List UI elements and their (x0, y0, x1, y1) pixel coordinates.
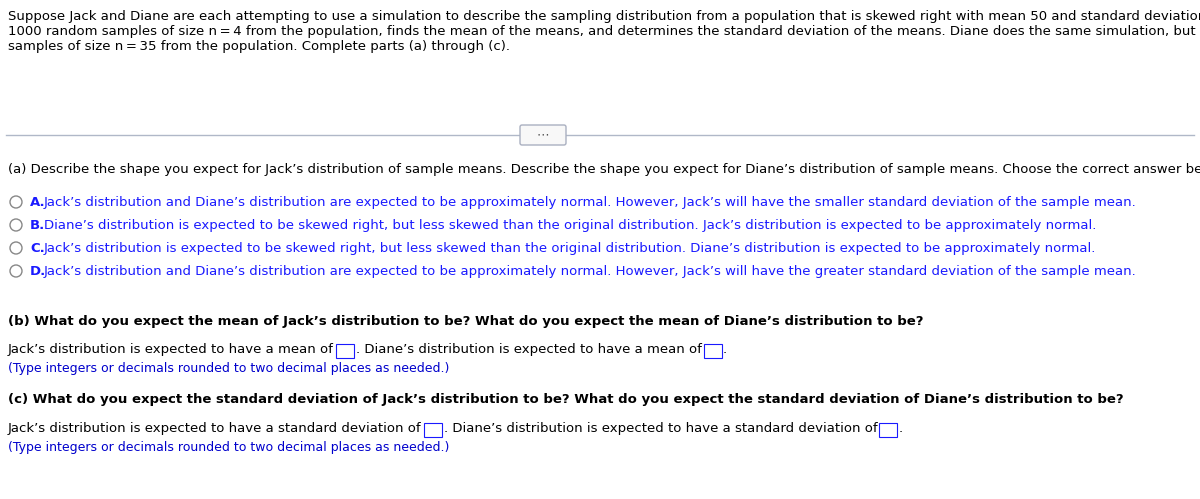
Text: Suppose Jack and Diane are each attempting to use a simulation to describe the s: Suppose Jack and Diane are each attempti… (8, 10, 1200, 23)
Text: Jack’s distribution and Diane’s distribution are expected to be approximately no: Jack’s distribution and Diane’s distribu… (44, 196, 1136, 209)
Text: Diane’s distribution is expected to be skewed right, but less skewed than the or: Diane’s distribution is expected to be s… (44, 219, 1097, 232)
Text: A.: A. (30, 196, 46, 209)
Text: . Diane’s distribution is expected to have a standard deviation of: . Diane’s distribution is expected to ha… (444, 422, 877, 435)
Text: B.: B. (30, 219, 46, 232)
FancyBboxPatch shape (520, 125, 566, 145)
Text: (Type integers or decimals rounded to two decimal places as needed.): (Type integers or decimals rounded to tw… (8, 362, 449, 375)
Text: . Diane’s distribution is expected to have a mean of: . Diane’s distribution is expected to ha… (356, 343, 702, 356)
Text: Jack’s distribution and Diane’s distribution are expected to be approximately no: Jack’s distribution and Diane’s distribu… (44, 265, 1136, 278)
Text: ⋯: ⋯ (536, 129, 550, 142)
Text: .: . (722, 343, 727, 356)
FancyBboxPatch shape (880, 423, 898, 437)
FancyBboxPatch shape (703, 344, 721, 358)
Text: (a) Describe the shape you expect for Jack’s distribution of sample means. Descr: (a) Describe the shape you expect for Ja… (8, 163, 1200, 176)
Text: (Type integers or decimals rounded to two decimal places as needed.): (Type integers or decimals rounded to tw… (8, 441, 449, 454)
Text: (b) What do you expect the mean of Jack’s distribution to be? What do you expect: (b) What do you expect the mean of Jack’… (8, 315, 924, 328)
Text: D.: D. (30, 265, 47, 278)
FancyBboxPatch shape (336, 344, 354, 358)
Text: Jack’s distribution is expected to have a mean of: Jack’s distribution is expected to have … (8, 343, 334, 356)
Text: Jack’s distribution is expected to have a standard deviation of: Jack’s distribution is expected to have … (8, 422, 421, 435)
Text: (c) What do you expect the standard deviation of Jack’s distribution to be? What: (c) What do you expect the standard devi… (8, 393, 1123, 406)
Text: Jack’s distribution is expected to be skewed right, but less skewed than the ori: Jack’s distribution is expected to be sk… (44, 242, 1097, 255)
FancyBboxPatch shape (424, 423, 442, 437)
Text: 1000 random samples of size n = 4 from the population, finds the mean of the mea: 1000 random samples of size n = 4 from t… (8, 25, 1200, 38)
Text: C.: C. (30, 242, 44, 255)
Text: samples of size n = 35 from the population. Complete parts (a) through (c).: samples of size n = 35 from the populati… (8, 40, 510, 53)
Text: .: . (899, 422, 902, 435)
